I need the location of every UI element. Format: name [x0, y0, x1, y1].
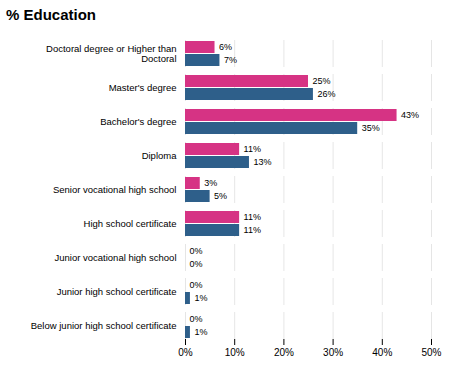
svg-text:Doctoral degree or Higher than: Doctoral degree or Higher thanDoctoral — [46, 43, 176, 64]
svg-text:11%: 11% — [244, 144, 261, 154]
svg-text:50%: 50% — [421, 347, 441, 358]
svg-text:35%: 35% — [362, 123, 380, 133]
svg-text:0%: 0% — [190, 259, 203, 269]
svg-text:1%: 1% — [194, 293, 207, 303]
svg-text:43%: 43% — [401, 110, 419, 120]
svg-text:Junior vocational high school: Junior vocational high school — [55, 252, 177, 263]
svg-text:25%: 25% — [313, 76, 331, 86]
svg-text:Bachelor's degree: Bachelor's degree — [100, 116, 176, 127]
svg-text:0%: 0% — [190, 280, 203, 290]
svg-text:Diploma: Diploma — [142, 150, 178, 161]
svg-text:10%: 10% — [225, 347, 245, 358]
html-text:% Education: % Education — [6, 6, 96, 23]
svg-text:20%: 20% — [274, 347, 294, 358]
svg-text:40%: 40% — [372, 347, 392, 358]
svg-text:3%: 3% — [204, 178, 217, 188]
svg-text:30%: 30% — [323, 347, 343, 358]
svg-text:Senior vocational high school: Senior vocational high school — [53, 184, 177, 195]
svg-text:1%: 1% — [194, 327, 207, 337]
svg-text:High school certificate: High school certificate — [84, 218, 177, 229]
svg-text:6%: 6% — [219, 42, 232, 52]
svg-text:13%: 13% — [253, 157, 271, 167]
svg-text:Master's degree: Master's degree — [109, 82, 177, 93]
svg-text:0%: 0% — [190, 246, 203, 256]
svg-text:7%: 7% — [224, 55, 237, 65]
svg-text:11%: 11% — [244, 212, 261, 222]
svg-text:Below junior high school certi: Below junior high school certificate — [31, 320, 177, 331]
svg-text:5%: 5% — [214, 191, 227, 201]
svg-text:11%: 11% — [244, 225, 261, 235]
svg-text:0%: 0% — [190, 314, 203, 324]
svg-text:0%: 0% — [178, 347, 193, 358]
svg-text:26%: 26% — [317, 89, 335, 99]
svg-text:Junior high school certificate: Junior high school certificate — [57, 286, 177, 297]
